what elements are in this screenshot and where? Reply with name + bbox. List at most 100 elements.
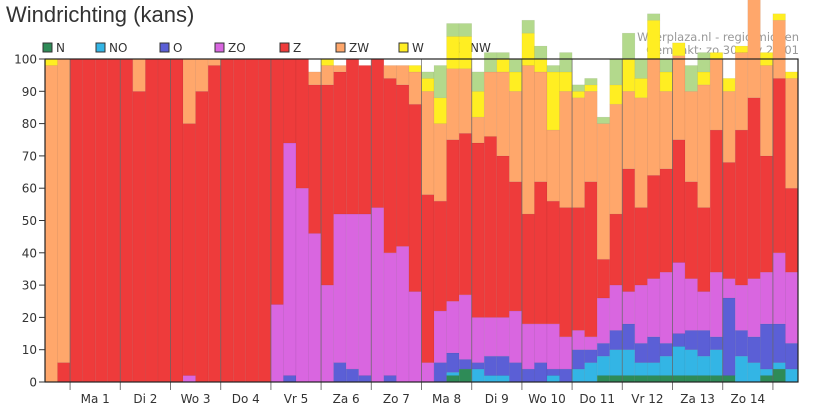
bar-segment-o xyxy=(747,336,761,363)
bar-segment-w xyxy=(634,78,648,99)
bar-segment-zo xyxy=(772,252,786,325)
bar-segment-n xyxy=(684,375,698,383)
bar-segment-zo xyxy=(609,284,623,331)
legend-swatch xyxy=(214,42,225,53)
bar-segment-zo xyxy=(358,213,372,376)
bar-segment-o xyxy=(458,359,472,370)
bar-segment-zo xyxy=(621,291,636,325)
bar-segment-w xyxy=(609,84,623,105)
bar-segment-w xyxy=(672,42,686,57)
legend-label: Z xyxy=(293,41,301,55)
legend-item-zw[interactable]: ZW xyxy=(335,41,369,55)
bar-segment-w xyxy=(433,97,447,124)
bar-segment-zw xyxy=(195,58,209,92)
bar-segment-w xyxy=(408,65,422,73)
bar-segment-z xyxy=(232,58,247,383)
y-tick-label: 40 xyxy=(22,246,37,260)
bar-segment-z xyxy=(57,362,71,383)
bar-stack xyxy=(345,58,360,383)
bar-segment-o xyxy=(760,323,774,370)
y-tick-label: 20 xyxy=(22,311,37,325)
bar-segment-z xyxy=(659,168,673,273)
x-tick-label: Di 9 xyxy=(485,392,509,406)
bar-segment-no xyxy=(596,355,611,376)
legend-item-zo[interactable]: ZO xyxy=(214,41,246,55)
bar-segment-no xyxy=(647,362,661,376)
bar-segment-z xyxy=(358,65,372,215)
legend-item-o[interactable]: O xyxy=(159,41,182,55)
bar-segment-zo xyxy=(647,278,661,338)
bar-segment-w xyxy=(509,71,523,92)
bar-stack xyxy=(747,0,761,383)
bar-segment-w xyxy=(621,58,636,92)
bar-segment-z xyxy=(195,91,209,383)
legend-item-z[interactable]: Z xyxy=(279,41,301,55)
bar-segment-no xyxy=(747,362,761,383)
bar-segment-zw xyxy=(747,0,761,99)
x-tick-label: Do 11 xyxy=(579,392,615,406)
bar-stack xyxy=(69,58,83,383)
bar-segment-o xyxy=(496,355,510,376)
x-tick-label: Ma 1 xyxy=(81,392,110,406)
bar-segment-zo xyxy=(333,213,347,363)
bar-segment-zo xyxy=(370,207,385,383)
bar-stack xyxy=(295,58,309,383)
bar-segment-z xyxy=(534,181,548,325)
bar-segment-zw xyxy=(320,65,334,86)
bar-stack xyxy=(609,58,623,383)
legend-label: W xyxy=(412,41,424,55)
bar-stack xyxy=(571,84,585,383)
bar-stack xyxy=(446,23,460,383)
bar-segment-zw xyxy=(760,65,774,157)
bar-segment-o xyxy=(684,330,698,351)
bar-segment-zo xyxy=(747,278,761,338)
bar-segment-zw xyxy=(684,91,698,183)
bar-segment-o xyxy=(709,336,724,350)
bar-stack xyxy=(57,58,71,383)
bar-segment-w xyxy=(521,32,535,66)
bar-segment-o xyxy=(647,336,661,363)
y-tick-label: 60 xyxy=(22,182,37,196)
bar-segment-zw xyxy=(383,65,397,79)
bar-segment-zo xyxy=(534,323,548,363)
bar-segment-zo xyxy=(584,336,598,350)
bar-segment-zw xyxy=(333,65,347,73)
bar-segment-o xyxy=(659,342,673,357)
bar-stack xyxy=(182,58,196,383)
bar-segment-z xyxy=(433,200,447,312)
bar-segment-z xyxy=(772,78,786,254)
bar-segment-nw xyxy=(521,19,535,34)
bar-segment-nw xyxy=(433,65,447,99)
bar-segment-w xyxy=(559,71,573,92)
bar-segment-z xyxy=(132,91,146,383)
bar-segment-o xyxy=(433,362,447,383)
bar-segment-no xyxy=(571,368,585,383)
bar-stack xyxy=(82,58,96,383)
bar-segment-z xyxy=(584,181,598,338)
bar-stack xyxy=(258,58,272,383)
x-tick-label: Za 6 xyxy=(333,392,360,406)
legend-item-w[interactable]: W xyxy=(398,41,424,55)
bar-segment-z xyxy=(145,58,159,383)
bar-segment-zo xyxy=(559,336,573,370)
y-tick-label: 70 xyxy=(22,149,37,163)
bar-segment-o xyxy=(785,342,799,370)
bar-segment-zw xyxy=(483,71,498,137)
bar-segment-zw xyxy=(396,65,410,86)
bar-segment-o xyxy=(534,362,548,383)
bar-segment-nw xyxy=(483,52,498,73)
legend-swatch xyxy=(42,42,53,53)
bar-segment-zo xyxy=(320,284,334,383)
legend-label: NO xyxy=(109,41,127,55)
bar-segment-no xyxy=(772,362,786,370)
legend-item-no[interactable]: NO xyxy=(95,41,127,55)
legend-item-n[interactable]: N xyxy=(42,41,65,55)
bar-segment-w xyxy=(546,71,560,131)
bar-segment-zo xyxy=(546,323,560,370)
bar-segment-w xyxy=(785,71,799,79)
bar-segment-nw xyxy=(421,71,435,79)
bar-segment-o xyxy=(446,352,460,373)
bar-segment-w xyxy=(320,58,334,66)
bar-stack xyxy=(621,32,636,383)
bar-segment-o xyxy=(546,368,560,376)
